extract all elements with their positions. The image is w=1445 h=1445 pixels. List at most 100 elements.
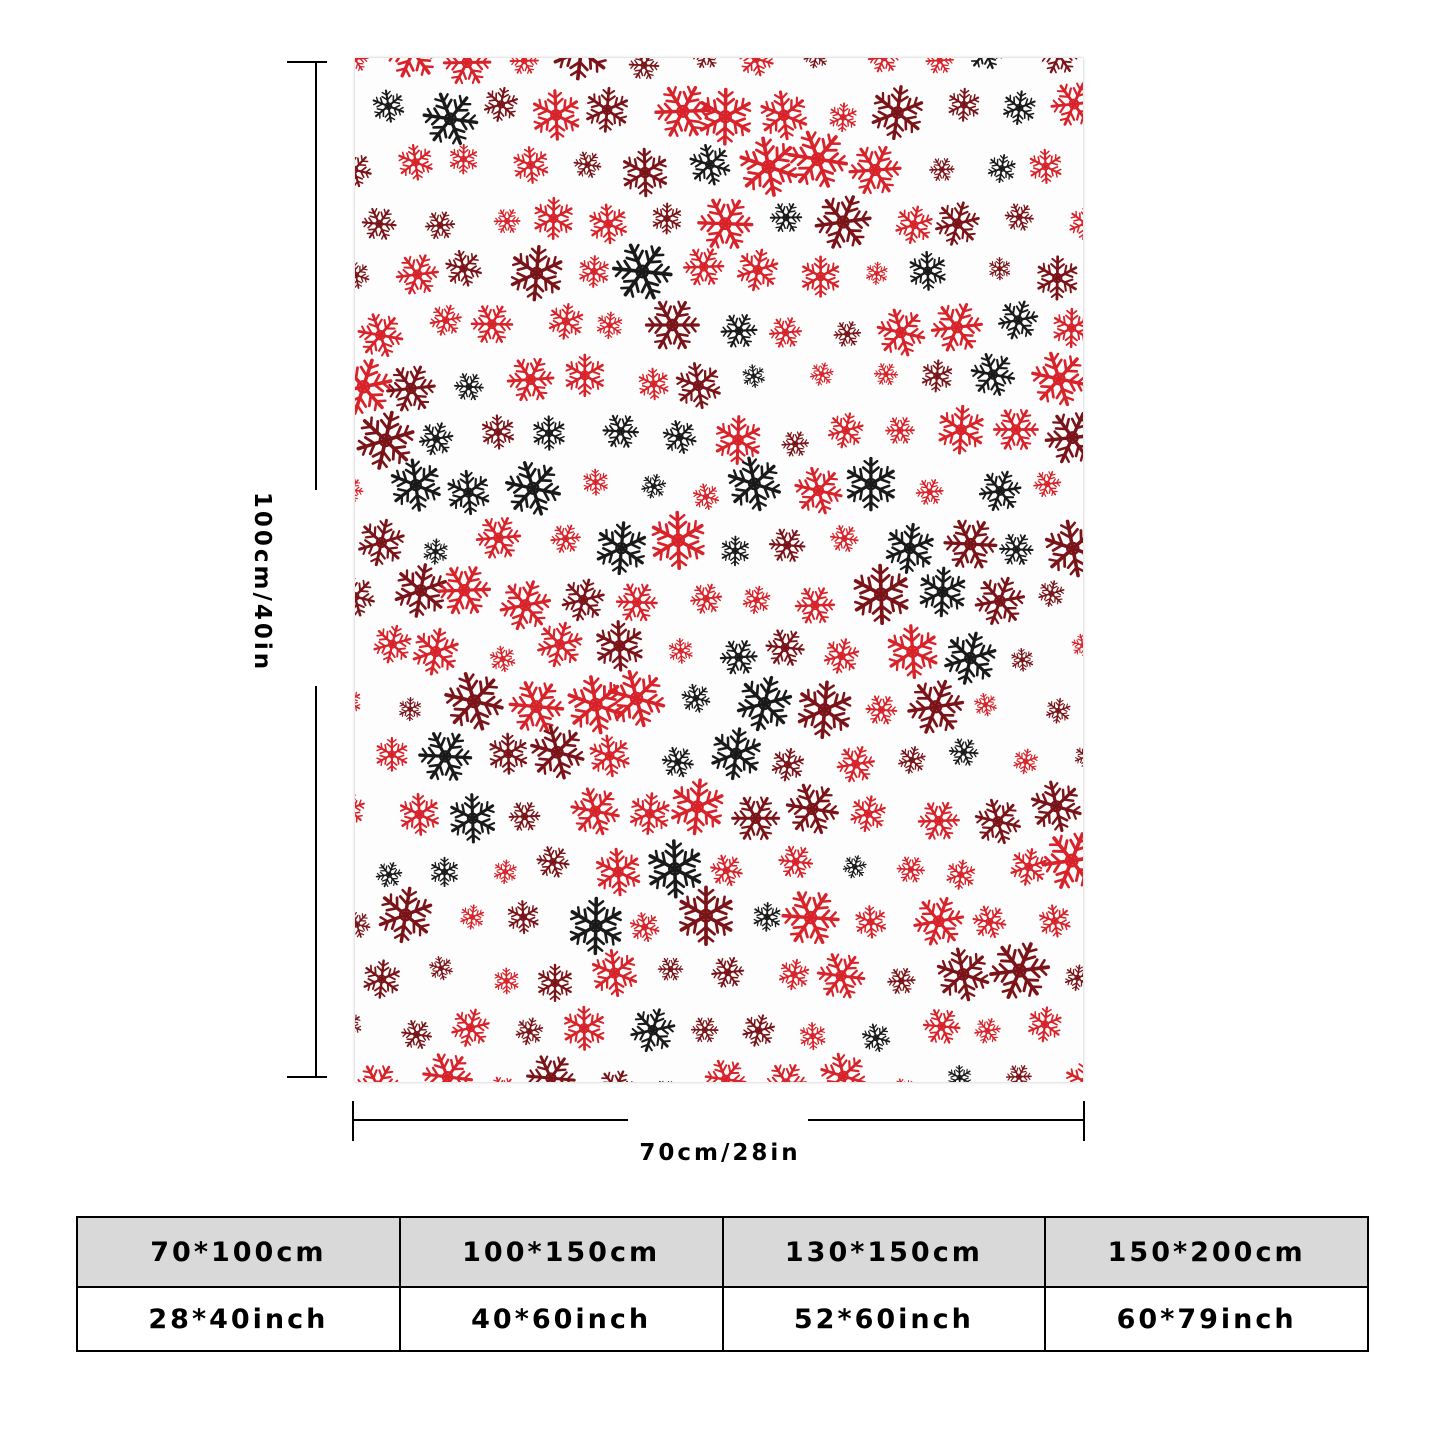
snowflake-icon <box>882 521 937 576</box>
snowflake-icon <box>449 144 479 173</box>
snowflake-icon <box>717 447 792 522</box>
snowflake-icon <box>778 426 813 461</box>
snowflake-icon <box>470 509 527 566</box>
snowflake-icon <box>537 965 574 1001</box>
snowflake-icon <box>930 197 984 251</box>
snowflake-icon <box>677 240 730 293</box>
snowflake-icon <box>414 1043 482 1082</box>
snowflake-icon <box>396 1014 437 1055</box>
snowflake-icon <box>597 407 645 455</box>
height-dimension-cap-bottom <box>287 1076 327 1078</box>
snowflake-icon <box>482 1071 522 1082</box>
width-dimension-cap-left <box>352 1101 354 1141</box>
snowflake-icon <box>832 741 880 788</box>
snowflake-icon <box>625 1003 680 1058</box>
snowflake-icon <box>828 102 858 132</box>
snowflake-icon <box>1052 309 1083 348</box>
snowflake-icon <box>507 244 565 302</box>
snowflake-icon <box>438 243 489 294</box>
snowflake-icon <box>840 852 869 881</box>
size-cell-inch: 52*60inch <box>721 1286 1047 1352</box>
snowflake-icon <box>907 890 970 952</box>
snowflake-icon <box>433 661 515 742</box>
snowflake-icon <box>994 527 1039 572</box>
size-cell-cm: 70*100cm <box>76 1216 401 1288</box>
snowflake-icon <box>613 140 677 205</box>
snowflake-icon <box>971 1015 1004 1047</box>
snowflake-icon <box>966 899 1012 945</box>
snowflake-icon <box>689 187 762 260</box>
snowflake-icon <box>1021 771 1083 842</box>
size-cell-cm: 130*150cm <box>721 1216 1047 1288</box>
snowflake-icon <box>355 1056 408 1082</box>
snowflake-icon <box>892 851 930 888</box>
snowflake-icon <box>637 290 708 361</box>
snowflake-icon <box>924 295 989 360</box>
snowflake-icon <box>808 187 879 258</box>
height-dimension-label: 100cm/40in <box>249 491 275 673</box>
snowflake-icon <box>550 58 613 82</box>
snowflake-icon <box>921 58 957 79</box>
snowflake-icon <box>1026 1005 1064 1043</box>
snowflake-icon <box>1011 747 1040 775</box>
snowflake-icon <box>495 450 571 526</box>
snowflake-icon <box>424 952 457 985</box>
snowflake-pattern <box>355 58 1083 1082</box>
snowflake-icon <box>677 887 735 944</box>
snowflake-icon <box>664 634 698 668</box>
snowflake-icon <box>555 999 614 1058</box>
size-cell-cm: 150*200cm <box>1044 1216 1369 1288</box>
snowflake-icon <box>582 941 646 1006</box>
snowflake-icon <box>546 302 586 341</box>
snowflake-icon <box>500 670 574 743</box>
snowflake-icon <box>936 405 987 455</box>
snowflake-icon <box>624 907 665 948</box>
snowflake-icon <box>830 317 865 352</box>
snowflake-icon <box>366 84 411 129</box>
snowflake-icon <box>567 898 624 954</box>
snowflake-icon <box>377 58 449 87</box>
snowflake-icon <box>581 197 635 251</box>
snowflake-icon <box>409 625 463 679</box>
snowflake-icon <box>1030 467 1065 502</box>
snowflake-icon <box>981 933 1057 1009</box>
snowflake-icon <box>1006 644 1037 675</box>
snowflake-icon <box>809 943 874 1008</box>
size-table: 70*100cm 100*150cm 130*150cm 150*200cm 2… <box>76 1216 1369 1352</box>
snowflake-icon <box>912 474 947 509</box>
snowflake-icon <box>765 197 807 239</box>
snowflake-icon <box>935 509 1006 580</box>
snowflake-icon <box>464 296 519 351</box>
snowflake-icon <box>993 295 1042 344</box>
snowflake-icon <box>374 884 436 945</box>
snowflake-icon <box>752 902 782 931</box>
snowflake-icon <box>698 1051 754 1082</box>
width-dimension-line-left <box>353 1119 628 1121</box>
snowflake-icon <box>578 464 613 500</box>
snowflake-icon <box>849 900 893 944</box>
snowflake-icon <box>1032 899 1077 944</box>
snowflake-icon <box>355 569 382 624</box>
blanket-image <box>355 58 1083 1082</box>
snowflake-icon <box>355 688 361 716</box>
snowflake-icon <box>490 204 525 238</box>
snowflake-icon <box>1082 569 1083 617</box>
width-dimension-cap-right <box>1083 1101 1085 1141</box>
snowflake-icon <box>960 58 1012 77</box>
snowflake-icon <box>639 471 669 501</box>
snowflake-icon <box>1044 75 1083 134</box>
snowflake-icon <box>974 465 1027 517</box>
snowflake-icon <box>492 859 518 885</box>
snowflake-icon <box>759 621 811 673</box>
snowflake-icon <box>807 360 836 389</box>
snowflake-icon <box>739 1011 779 1050</box>
snowflake-icon <box>720 536 750 565</box>
snowflake-icon <box>654 953 687 986</box>
snowflake-icon <box>704 848 748 892</box>
snowflake-icon <box>436 58 499 94</box>
snowflake-icon <box>883 963 919 999</box>
snowflake-icon <box>1067 205 1083 241</box>
snowflake-icon <box>892 203 936 247</box>
snowflake-icon <box>504 796 545 837</box>
snowflake-icon <box>1034 58 1083 80</box>
